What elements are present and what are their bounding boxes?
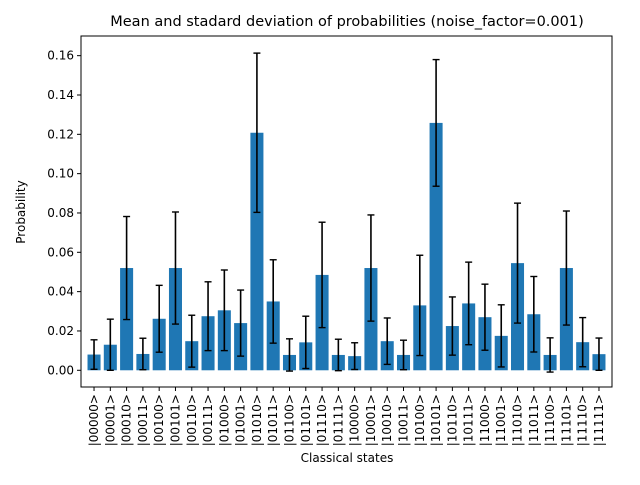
y-tick-label-4: 0.08 [47, 206, 74, 220]
y-tick-label-8: 0.16 [47, 49, 74, 63]
x-tick-label-15: |01111> [331, 394, 345, 446]
x-tick-label-23: |10111> [462, 394, 476, 446]
bars-group [87, 122, 606, 371]
y-tick-label-6: 0.12 [47, 127, 74, 141]
y-tick-label-3: 0.06 [47, 245, 74, 259]
chart-title: Mean and stadard deviation of probabilit… [110, 14, 584, 30]
x-tick-label-4: |00100> [152, 394, 166, 446]
x-tick-label-2: |00010> [120, 394, 134, 446]
x-tick-label-1: |00001> [103, 394, 117, 446]
x-tick-label-26: |11010> [511, 394, 525, 446]
x-tick-label-8: |01000> [217, 394, 231, 446]
bar-21 [429, 122, 443, 371]
x-tick-label-24: |11000> [478, 394, 492, 446]
x-tick-label-6: |00110> [185, 394, 199, 446]
x-tick-label-17: |10001> [364, 394, 378, 446]
x-tick-label-12: |01100> [282, 394, 296, 446]
x-tick-label-30: |11110> [576, 394, 590, 446]
x-tick-label-29: |11101> [559, 394, 573, 446]
x-tick-label-18: |10010> [380, 394, 394, 446]
y-tick-label-0: 0.00 [47, 363, 74, 377]
x-tick-label-22: |10110> [445, 394, 459, 446]
x-tick-label-5: |00101> [168, 394, 182, 446]
x-tick-label-11: |01011> [266, 394, 280, 446]
x-tick-label-10: |01010> [250, 394, 264, 446]
y-axis-label: Probability [14, 180, 28, 243]
x-tick-label-14: |01110> [315, 394, 329, 446]
x-axis-label: Classical states [301, 451, 394, 465]
x-tick-label-3: |00011> [136, 394, 150, 446]
x-tick-label-19: |10011> [397, 394, 411, 446]
x-tick-label-31: |11111> [592, 394, 606, 446]
x-tick-label-0: |00000> [87, 394, 101, 446]
x-tick-label-28: |11100> [543, 394, 557, 446]
x-tick-label-13: |01101> [299, 394, 313, 446]
x-tick-label-16: |10000> [348, 394, 362, 446]
plot-frame [80, 35, 613, 388]
x-axis: |00000> |00001> |00010> |00011> |00100> |0010… [87, 387, 606, 446]
y-tick-label-5: 0.10 [47, 167, 74, 181]
x-tick-label-27: |11011> [527, 394, 541, 446]
y-tick-label-2: 0.04 [47, 285, 74, 299]
x-tick-label-25: |11001> [494, 394, 508, 446]
bar-10 [250, 132, 264, 371]
x-tick-label-7: |00111> [201, 394, 215, 446]
x-tick-label-21: |10101> [429, 394, 443, 446]
errorbars-group [90, 52, 603, 373]
y-tick-label-7: 0.14 [47, 88, 74, 102]
x-tick-label-9: |01001> [234, 394, 248, 446]
y-tick-label-1: 0.02 [47, 324, 74, 338]
y-axis: 0.00 0.02 0.04 0.06 0.08 0.10 0.12 0.14 0.16 [47, 49, 81, 377]
x-tick-label-20: |10100> [413, 394, 427, 446]
